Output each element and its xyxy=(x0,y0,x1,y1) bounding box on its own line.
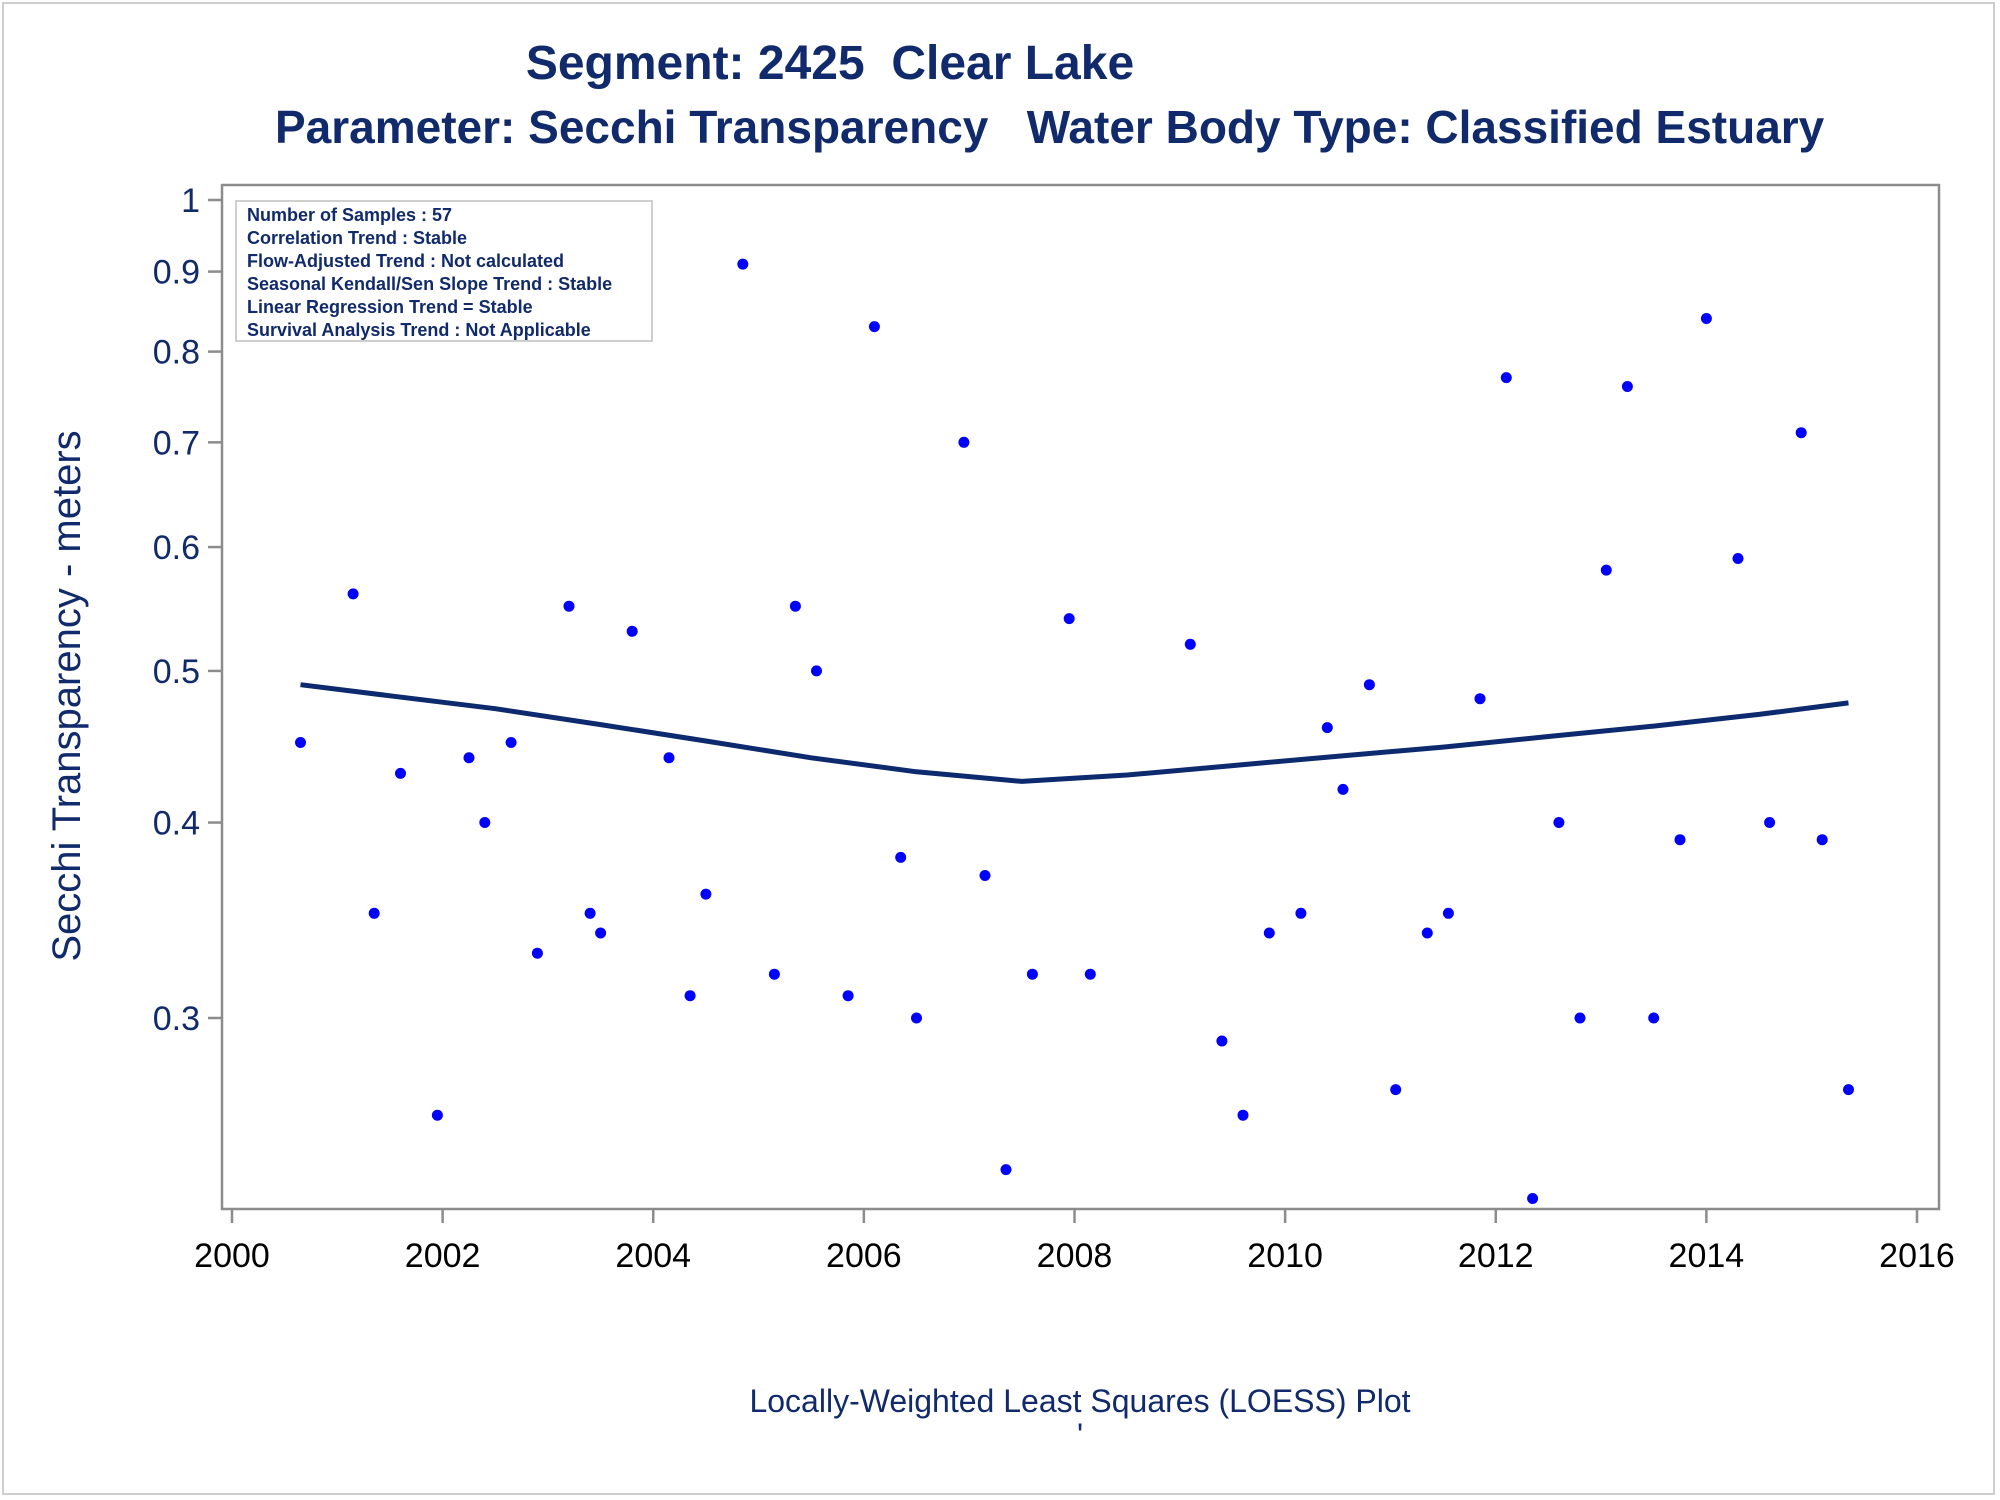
data-point xyxy=(1237,1109,1249,1121)
data-point xyxy=(531,947,543,959)
loess-line xyxy=(300,682,1849,784)
data-point xyxy=(395,767,406,779)
y-tick-label: 0.7 xyxy=(153,424,200,462)
data-point xyxy=(368,907,380,919)
data-point xyxy=(663,752,675,764)
data-point xyxy=(737,258,749,270)
data-point xyxy=(295,737,306,748)
x-tick-label: 2008 xyxy=(1037,1237,1113,1275)
stats-line-flow-adjusted: Flow-Adjusted Trend : Not calculated xyxy=(247,251,564,271)
stats-line-linear-regression: Linear Regression Trend = Stable xyxy=(247,297,533,317)
data-point xyxy=(789,600,801,612)
y-tick-label: 0.6 xyxy=(153,529,200,567)
x-tick-label: 2004 xyxy=(615,1237,691,1275)
points-layer xyxy=(295,208,1854,1204)
y-tick-label: 1 xyxy=(181,182,200,220)
y-tick-label: 0.8 xyxy=(153,334,200,372)
data-point xyxy=(1000,1164,1012,1176)
y-axis-title: Secchi Transparency - meters xyxy=(45,430,89,961)
data-point xyxy=(1574,1012,1586,1024)
data-point xyxy=(1216,1035,1228,1047)
data-point xyxy=(1621,381,1633,392)
data-point xyxy=(1421,927,1433,939)
data-point xyxy=(811,665,822,677)
stats-line-correlation: Correlation Trend : Stable xyxy=(247,228,467,248)
data-point xyxy=(1337,783,1349,795)
y-tick-label: 0.5 xyxy=(153,653,200,691)
data-point xyxy=(1764,817,1776,828)
data-point xyxy=(911,1012,922,1024)
data-point xyxy=(979,870,991,881)
data-point xyxy=(1600,564,1612,576)
data-point xyxy=(1795,427,1807,439)
y-tick-label: 0.9 xyxy=(153,254,200,292)
data-point xyxy=(1390,1084,1402,1096)
data-point xyxy=(1442,907,1454,919)
y-tick-label: 0.4 xyxy=(153,805,200,843)
plot-area xyxy=(220,183,1941,1211)
data-point xyxy=(505,737,517,748)
x-tick-label: 2002 xyxy=(405,1237,481,1275)
data-point xyxy=(684,990,696,1002)
stats-box-border xyxy=(235,200,653,342)
data-point xyxy=(626,625,638,637)
data-point xyxy=(1843,1084,1854,1096)
data-point xyxy=(1732,553,1744,564)
data-point xyxy=(595,927,607,939)
data-point xyxy=(563,600,575,612)
x-tick-label: 2000 xyxy=(194,1237,270,1275)
data-point xyxy=(1026,968,1038,980)
data-point xyxy=(1363,679,1375,691)
data-point xyxy=(958,436,970,448)
y-axis: 0.3 0.4 0.5 0.6 0.7 0.8 0.9 1 xyxy=(153,182,222,1038)
data-point xyxy=(1184,638,1196,650)
stats-line-survival: Survival Analysis Trend : Not Applicable xyxy=(247,320,591,340)
chart-title: Segment: 2425 Clear Lake xyxy=(525,37,1135,90)
data-point xyxy=(842,990,854,1002)
x-tick-label: 2016 xyxy=(1879,1237,1955,1275)
data-point xyxy=(868,321,880,333)
stats-line-samples: Number of Samples : 57 xyxy=(247,205,452,225)
data-point xyxy=(1295,907,1307,919)
x-tick-label: 2010 xyxy=(1247,1237,1323,1275)
data-point xyxy=(347,588,359,600)
chart-subtitle: Parameter: Secchi Transparency Water Bod… xyxy=(275,101,1825,153)
data-point xyxy=(1263,927,1275,939)
data-point xyxy=(768,968,780,980)
x-tick-label: 2006 xyxy=(826,1237,902,1275)
data-point xyxy=(463,752,475,764)
data-point xyxy=(431,1109,443,1121)
loess-layer xyxy=(300,682,1849,784)
x-axis: 2000 2002 2004 2006 2008 2010 2012 2014 2016 xyxy=(194,1209,1955,1275)
data-point xyxy=(1816,834,1828,846)
footnote-mark: ' xyxy=(1077,1417,1083,1453)
stats-line-seasonal-kendall: Seasonal Kendall/Sen Slope Trend : Stabl… xyxy=(247,274,612,294)
y-tick-label: 0.3 xyxy=(153,1000,200,1038)
data-point xyxy=(1648,1012,1660,1024)
data-point xyxy=(1553,817,1565,828)
x-tick-label: 2014 xyxy=(1669,1237,1745,1275)
data-point xyxy=(1674,834,1686,846)
data-point xyxy=(700,888,712,900)
x-tick-label: 2012 xyxy=(1458,1237,1534,1275)
data-point xyxy=(584,907,596,919)
data-point xyxy=(1063,613,1075,625)
data-point xyxy=(1321,722,1333,734)
data-point xyxy=(1700,313,1712,324)
data-point xyxy=(479,817,491,828)
data-point xyxy=(1527,1193,1539,1204)
stats-box: Number of Samples : 57 Correlation Trend… xyxy=(235,200,653,342)
data-point xyxy=(1474,693,1486,705)
data-point xyxy=(895,851,907,863)
footnote: Locally-Weighted Least Squares (LOESS) P… xyxy=(749,1383,1410,1419)
data-point xyxy=(1500,372,1512,384)
data-point xyxy=(1084,968,1096,980)
